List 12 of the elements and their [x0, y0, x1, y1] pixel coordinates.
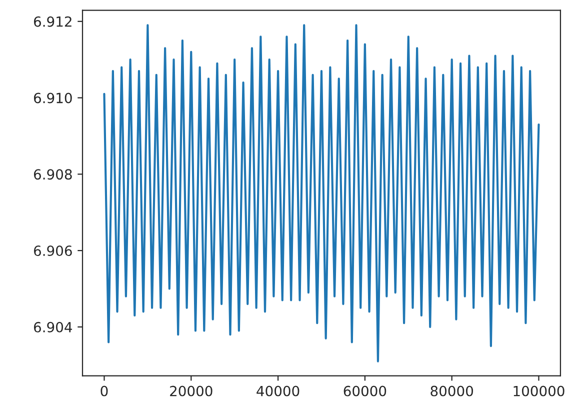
x-tick-label: 80000	[430, 386, 474, 396]
x-tick-label: 40000	[256, 386, 300, 396]
x-tick-label: 20000	[170, 386, 212, 396]
x-tick-label: 60000	[344, 386, 386, 396]
line-series	[103, 24, 540, 362]
y-tick-label: 6.910	[34, 92, 72, 104]
x-tick-label: 100000	[514, 386, 564, 396]
y-tick-label: 6.906	[34, 246, 72, 256]
x-tick-label: 0	[100, 386, 108, 396]
y-tick-label: 6.908	[34, 169, 72, 180]
y-tick-label: 6.912	[34, 16, 72, 27]
y-tick-label: 6.904	[34, 322, 72, 332]
